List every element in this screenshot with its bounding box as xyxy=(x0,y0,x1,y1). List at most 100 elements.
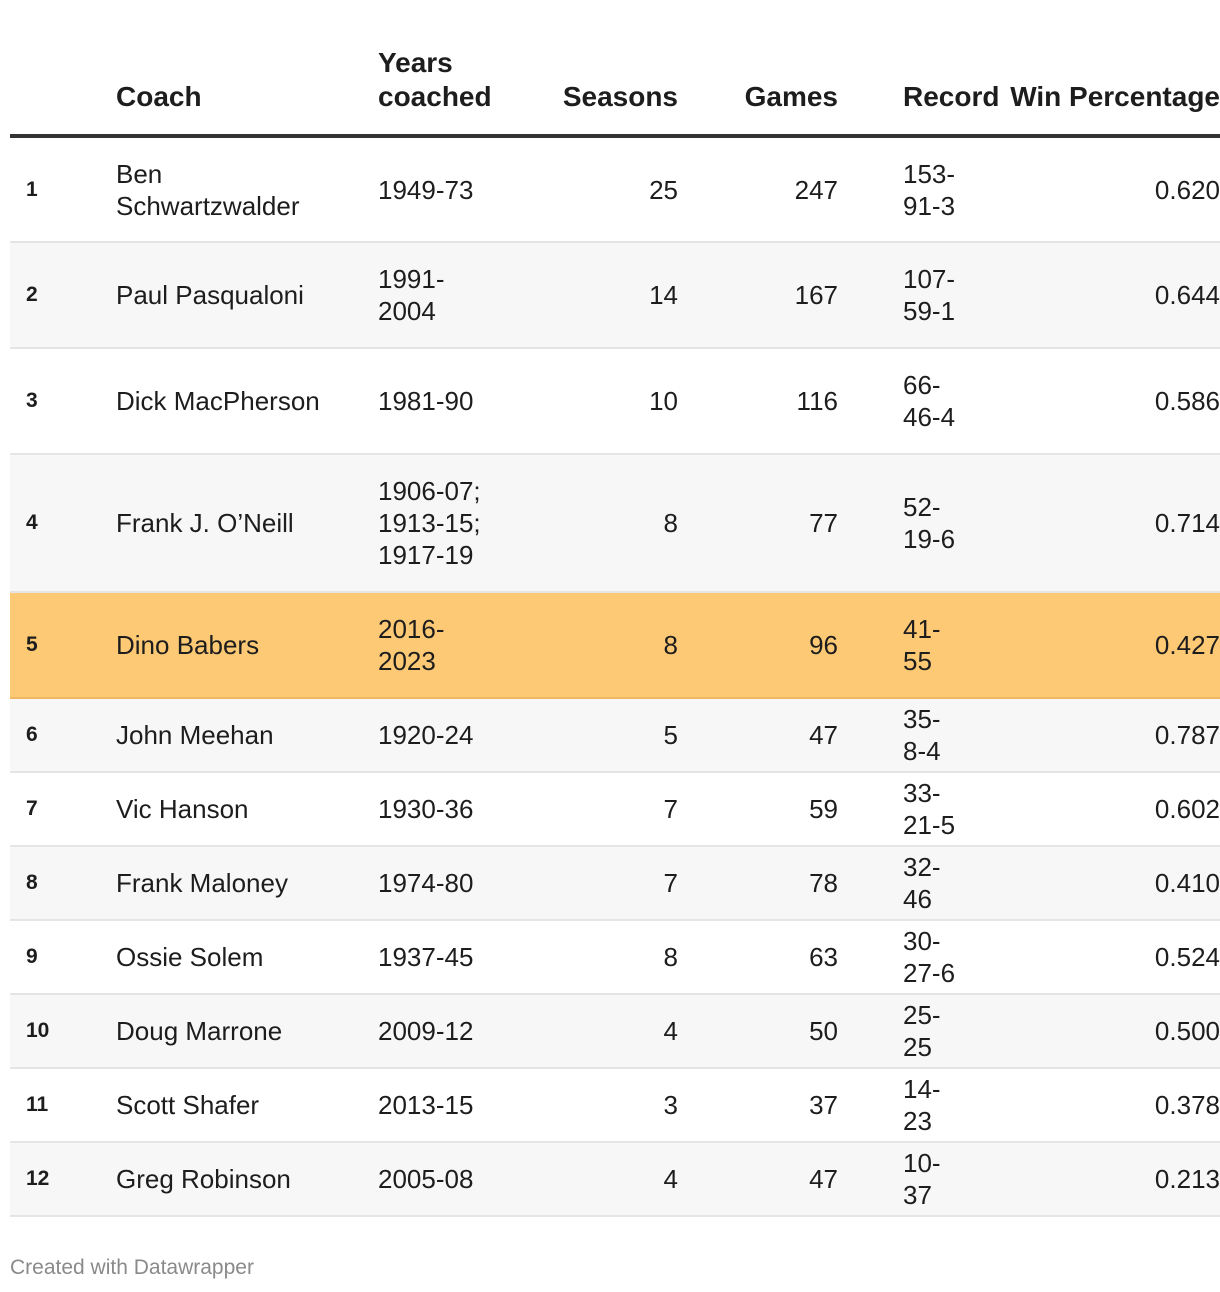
datawrapper-credit[interactable]: Created with Datawrapper xyxy=(10,1256,254,1279)
table-row: 10 Doug Marrone 2009-12 4 50 25-25 0.500 xyxy=(10,994,1220,1069)
cell-record: 52-19-6 xyxy=(838,454,958,593)
cell-coach: Dick MacPherson xyxy=(116,348,378,455)
cell-record: 25-25 xyxy=(838,994,958,1069)
cell-seasons: 5 xyxy=(538,698,678,773)
cell-record: 41-55 xyxy=(838,592,958,699)
cell-years-coached: 1906-07; 1913-15; 1917-19 xyxy=(378,454,538,593)
cell-games: 37 xyxy=(678,1068,838,1143)
cell-games: 77 xyxy=(678,454,838,593)
cell-rank: 10 xyxy=(10,994,116,1069)
cell-games: 78 xyxy=(678,846,838,921)
cell-years-coached: 2016-2023 xyxy=(378,592,538,699)
cell-years-coached: 1949-73 xyxy=(378,136,538,243)
cell-coach: Paul Pasqualoni xyxy=(116,242,378,349)
cell-coach: Doug Marrone xyxy=(116,994,378,1069)
cell-record: 10-37 xyxy=(838,1142,958,1217)
cell-coach: Vic Hanson xyxy=(116,772,378,847)
cell-rank: 8 xyxy=(10,846,116,921)
table-row: 5 Dino Babers 2016-2023 8 96 41-55 0.427 xyxy=(10,592,1220,699)
cell-coach: Ossie Solem xyxy=(116,920,378,995)
cell-coach: Frank Maloney xyxy=(116,846,378,921)
table-body: 1 Ben Schwartzwalder 1949-73 25 247 153-91-3 0… xyxy=(10,136,1220,1217)
cell-games: 167 xyxy=(678,242,838,349)
cell-years-coached: 1981-90 xyxy=(378,348,538,455)
cell-years-coached: 1991-2004 xyxy=(378,242,538,349)
table-row: 4 Frank J. O’Neill 1906-07; 1913-15; 1917-… xyxy=(10,454,1220,593)
cell-years-coached: 1974-80 xyxy=(378,846,538,921)
cell-record: 14-23 xyxy=(838,1068,958,1143)
cell-win-percentage: 0.644 xyxy=(958,242,1220,349)
coaches-table-wrapper: Coach Years coached Seasons Games Record… xyxy=(10,0,1220,1217)
cell-years-coached: 1920-24 xyxy=(378,698,538,773)
cell-rank: 6 xyxy=(10,698,116,773)
table-row: 11 Scott Shafer 2013-15 3 37 14-23 0.378 xyxy=(10,1068,1220,1143)
cell-seasons: 14 xyxy=(538,242,678,349)
table-row: 8 Frank Maloney 1974-80 7 78 32-46 0.410 xyxy=(10,846,1220,921)
cell-record: 35-8-4 xyxy=(838,698,958,773)
header-rank xyxy=(10,0,116,138)
table-row: 2 Paul Pasqualoni 1991-2004 14 167 107-59-1 0.… xyxy=(10,242,1220,349)
header-seasons[interactable]: Seasons xyxy=(538,0,678,138)
cell-win-percentage: 0.500 xyxy=(958,994,1220,1069)
cell-coach: Scott Shafer xyxy=(116,1068,378,1143)
cell-years-coached: 2009-12 xyxy=(378,994,538,1069)
table-row: 9 Ossie Solem 1937-45 8 63 30-27-6 0.524 xyxy=(10,920,1220,995)
cell-games: 63 xyxy=(678,920,838,995)
cell-win-percentage: 0.427 xyxy=(958,592,1220,699)
cell-seasons: 3 xyxy=(538,1068,678,1143)
cell-coach: Ben Schwartzwalder xyxy=(116,136,378,243)
header-coach[interactable]: Coach xyxy=(116,0,378,138)
cell-seasons: 8 xyxy=(538,920,678,995)
cell-games: 47 xyxy=(678,1142,838,1217)
cell-record: 66-46-4 xyxy=(838,348,958,455)
cell-seasons: 7 xyxy=(538,846,678,921)
cell-win-percentage: 0.620 xyxy=(958,136,1220,243)
cell-rank: 9 xyxy=(10,920,116,995)
coaches-table: Coach Years coached Seasons Games Record… xyxy=(10,0,1220,1217)
cell-games: 50 xyxy=(678,994,838,1069)
table-row: 3 Dick MacPherson 1981-90 10 116 66-46-4 0.586 xyxy=(10,348,1220,455)
table-row: 6 John Meehan 1920-24 5 47 35-8-4 0.787 xyxy=(10,698,1220,773)
cell-rank: 2 xyxy=(10,242,116,349)
cell-seasons: 10 xyxy=(538,348,678,455)
table-row: 7 Vic Hanson 1930-36 7 59 33-21-5 0.602 xyxy=(10,772,1220,847)
cell-games: 59 xyxy=(678,772,838,847)
cell-record: 32-46 xyxy=(838,846,958,921)
cell-rank: 11 xyxy=(10,1068,116,1143)
cell-rank: 4 xyxy=(10,454,116,593)
cell-years-coached: 1930-36 xyxy=(378,772,538,847)
cell-win-percentage: 0.524 xyxy=(958,920,1220,995)
cell-win-percentage: 0.213 xyxy=(958,1142,1220,1217)
table-row: 12 Greg Robinson 2005-08 4 47 10-37 0.213 xyxy=(10,1142,1220,1217)
cell-coach: John Meehan xyxy=(116,698,378,773)
cell-rank: 3 xyxy=(10,348,116,455)
cell-win-percentage: 0.586 xyxy=(958,348,1220,455)
cell-rank: 12 xyxy=(10,1142,116,1217)
cell-seasons: 4 xyxy=(538,994,678,1069)
cell-record: 30-27-6 xyxy=(838,920,958,995)
cell-coach: Dino Babers xyxy=(116,592,378,699)
cell-seasons: 8 xyxy=(538,592,678,699)
cell-rank: 5 xyxy=(10,592,116,699)
header-record[interactable]: Record xyxy=(838,0,999,138)
cell-years-coached: 2005-08 xyxy=(378,1142,538,1217)
header-win-percentage[interactable]: Win Percentage xyxy=(958,0,1220,138)
cell-seasons: 25 xyxy=(538,136,678,243)
cell-games: 47 xyxy=(678,698,838,773)
cell-years-coached: 2013-15 xyxy=(378,1068,538,1143)
table-row: 1 Ben Schwartzwalder 1949-73 25 247 153-91-3 0… xyxy=(10,136,1220,243)
header-row: Coach Years coached Seasons Games Record… xyxy=(10,0,1220,138)
cell-years-coached: 1937-45 xyxy=(378,920,538,995)
cell-coach: Frank J. O’Neill xyxy=(116,454,378,593)
cell-rank: 1 xyxy=(10,136,116,243)
cell-games: 247 xyxy=(678,136,838,243)
cell-coach: Greg Robinson xyxy=(116,1142,378,1217)
cell-seasons: 8 xyxy=(538,454,678,593)
cell-record: 153-91-3 xyxy=(838,136,958,243)
cell-games: 116 xyxy=(678,348,838,455)
header-years-coached[interactable]: Years coached xyxy=(378,0,538,138)
cell-record: 107-59-1 xyxy=(838,242,958,349)
header-games[interactable]: Games xyxy=(678,0,838,138)
table-header: Coach Years coached Seasons Games Record… xyxy=(10,0,1220,138)
cell-win-percentage: 0.787 xyxy=(958,698,1220,773)
